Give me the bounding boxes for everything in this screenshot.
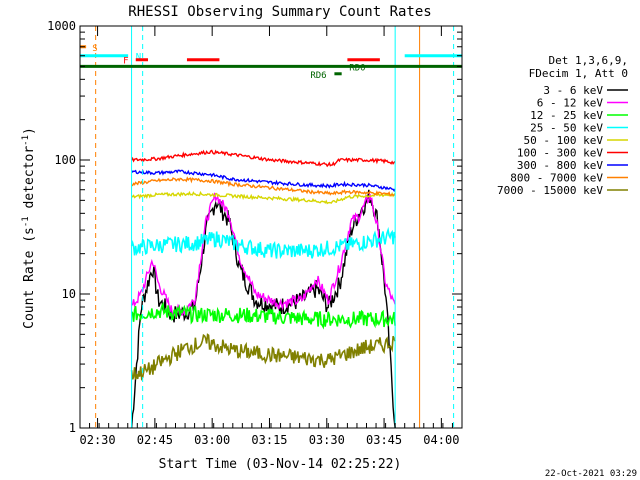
y-tick-label: 10 xyxy=(62,287,76,301)
legend-label-5: 100 - 300 keV xyxy=(517,147,603,160)
legend-label-7: 800 - 7000 keV xyxy=(510,172,603,185)
legend-header: Det 1,3,6,9,FDecim 1, Att 0 xyxy=(529,54,628,80)
axes: 1 10 100 1000 02:30 02:45 03:00 03:15 03:30 03:45… xyxy=(47,19,463,447)
x-tick-label: 02:45 xyxy=(137,433,173,447)
chart-title: RHESSI Observing Summary Count Rates xyxy=(128,4,431,20)
legend-label-2: 12 - 25 keV xyxy=(530,109,603,122)
legend-label-3: 25 - 50 keV xyxy=(530,122,603,135)
y-tick-label: 100 xyxy=(54,153,76,167)
x-tick-label: 03:15 xyxy=(251,433,287,447)
flag-label-F: F xyxy=(123,57,128,67)
series-line-3 xyxy=(130,226,396,260)
plot-area: S NF RD0 RD6 xyxy=(80,26,462,429)
y-tick-label: 1 xyxy=(69,421,76,435)
x-tick-label: 03:45 xyxy=(366,433,402,447)
x-tick-label: 04:00 xyxy=(423,433,459,447)
x-tick-label: 02:30 xyxy=(80,433,116,447)
timestamp: 22-Oct-2021 03:29 xyxy=(545,469,637,479)
flag-label-S: S xyxy=(92,44,97,54)
series-line-4 xyxy=(131,190,396,205)
legend-label-6: 300 - 800 keV xyxy=(517,159,603,172)
plot-frame xyxy=(79,25,463,429)
legend-label-1: 6 - 12 keV xyxy=(537,97,604,110)
flag-label-RD0: RD0 xyxy=(349,63,365,73)
y-axis-label: Count Rate (s-1 detector-1) xyxy=(21,127,37,329)
series-line-8 xyxy=(130,333,396,381)
series-line-6 xyxy=(131,169,396,193)
series-line-5 xyxy=(130,149,396,168)
series-line-2 xyxy=(130,301,396,330)
series-line-7 xyxy=(131,176,396,197)
x-axis-label: Start Time (03-Nov-14 02:25:22) xyxy=(159,457,402,472)
legend-label-8: 7000 - 15000 keV xyxy=(497,184,603,197)
y-tick-label: 1000 xyxy=(47,19,76,33)
flag-label-N: N xyxy=(136,53,141,63)
x-tick-label: 03:00 xyxy=(194,433,230,447)
legend-header-line: FDecim 1, Att 0 xyxy=(529,67,628,80)
flag-label-RD6: RD6 xyxy=(310,71,326,81)
legend-header-line: Det 1,3,6,9, xyxy=(549,54,628,67)
x-tick-label: 03:30 xyxy=(309,433,345,447)
legend-label-0: 3 - 6 keV xyxy=(543,84,603,97)
legend-label-4: 50 - 100 keV xyxy=(524,134,604,147)
